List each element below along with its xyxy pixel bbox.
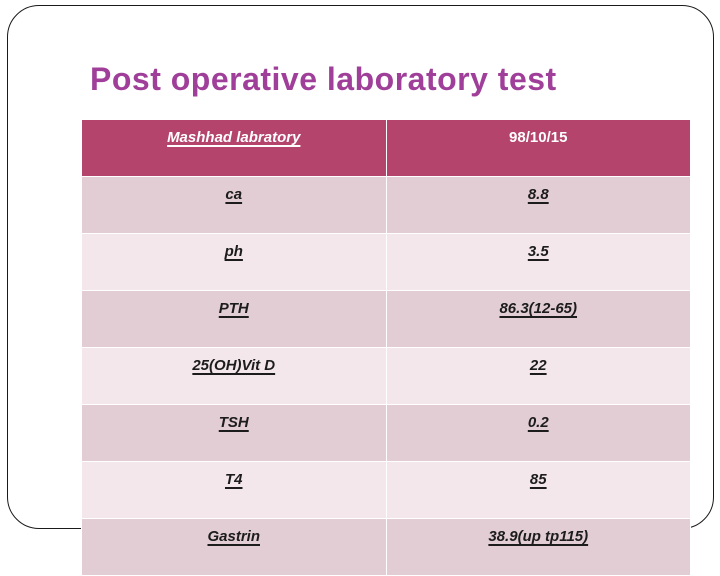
lab-test-value: 0.2 <box>385 404 691 462</box>
table-row: TSH 0.2 <box>81 404 691 462</box>
slide-card: Post operative laboratory test Mashhad l… <box>7 5 714 576</box>
table-row: Gastrin 38.9(up tp115) <box>81 518 691 576</box>
header-lab-name: Mashhad labratory <box>81 119 387 177</box>
lab-test-name: Gastrin <box>81 518 387 576</box>
lab-test-name: T4 <box>81 461 387 519</box>
lab-test-name: 25(OH)Vit D <box>81 347 387 405</box>
lab-test-value: 38.9(up tp115) <box>385 518 691 576</box>
lab-test-value: 86.3(12-65) <box>385 290 691 348</box>
header-date: 98/10/15 <box>385 119 691 177</box>
table-header-row: Mashhad labratory 98/10/15 <box>81 119 691 177</box>
table-row: ph 3.5 <box>81 233 691 291</box>
table-row: T4 85 <box>81 461 691 519</box>
table-row: 25(OH)Vit D 22 <box>81 347 691 405</box>
lab-test-value: 3.5 <box>385 233 691 291</box>
table-row: ca 8.8 <box>81 176 691 234</box>
lab-test-value: 8.8 <box>385 176 691 234</box>
lab-test-name: PTH <box>81 290 387 348</box>
lab-test-name: ca <box>81 176 387 234</box>
lab-test-name: TSH <box>81 404 387 462</box>
lab-test-name: ph <box>81 233 387 291</box>
slide-title: Post operative laboratory test <box>90 61 557 97</box>
lab-test-value: 22 <box>385 347 691 405</box>
lab-test-value: 85 <box>385 461 691 519</box>
lab-results-table: Mashhad labratory 98/10/15 ca 8.8 ph 3.5… <box>81 119 691 576</box>
table-row: PTH 86.3(12-65) <box>81 290 691 348</box>
